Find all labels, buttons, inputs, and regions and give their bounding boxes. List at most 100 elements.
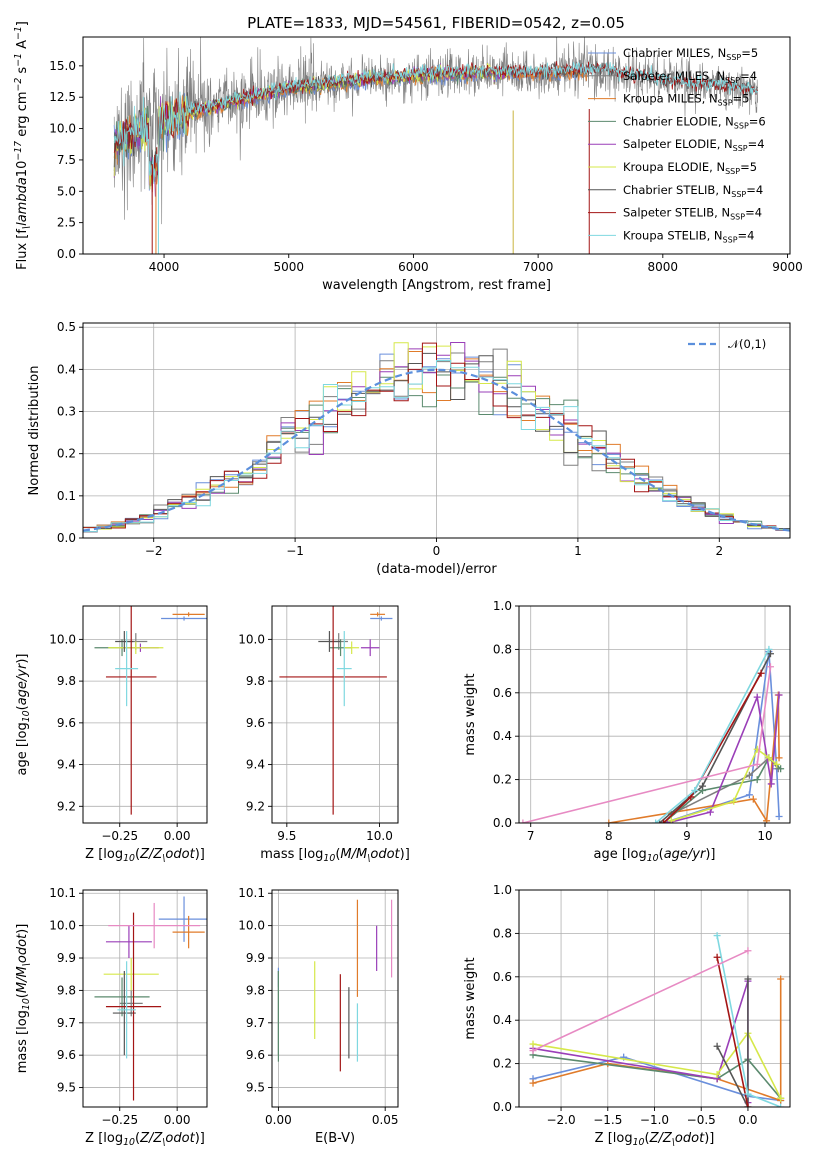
y-tick-label: 0.0 bbox=[493, 1100, 512, 1114]
weight-series-line bbox=[716, 979, 749, 1107]
weight-marker bbox=[753, 693, 761, 701]
x-tick-label: 10 bbox=[757, 829, 772, 843]
legend-label: Salpeter STELIB, NSSP=4 bbox=[623, 206, 762, 222]
weight-marker bbox=[775, 754, 783, 762]
mass-vs-metallicity-panel: −0.25 0.00 9.5 9.6 9.7 9.8 9.9 10.0 10.1 Z [log10… bbox=[15, 886, 208, 1148]
weight-marker bbox=[766, 663, 774, 671]
weight-series-line bbox=[532, 950, 749, 1052]
y-tick-label: 10.1 bbox=[238, 886, 265, 900]
weight-marker bbox=[745, 791, 753, 799]
weight-marker bbox=[713, 1042, 721, 1050]
x-axis-label: Z [log10(Z/Z\odot)] bbox=[85, 847, 205, 864]
y-tick-label: 0.1 bbox=[57, 489, 76, 503]
weight-marker bbox=[605, 819, 613, 823]
weight-marker bbox=[777, 1103, 785, 1107]
weight-marker bbox=[767, 780, 775, 788]
y-tick-label: 10.1 bbox=[49, 886, 76, 900]
weight-marker bbox=[667, 817, 675, 823]
x-tick-label: 9.5 bbox=[277, 829, 296, 843]
y-tick-label: 10.0 bbox=[49, 919, 76, 933]
y-tick-label: 0.0 bbox=[57, 247, 76, 261]
y-tick-label: 0.8 bbox=[493, 926, 512, 940]
x-axis-label: Z [log10(Z/Z\odot)] bbox=[595, 1131, 715, 1148]
weight-marker bbox=[529, 1047, 537, 1055]
y-tick-label: 1.0 bbox=[493, 883, 512, 897]
x-tick-label: −1.0 bbox=[640, 1113, 669, 1127]
axes-frame bbox=[271, 889, 399, 1108]
weight-marker bbox=[652, 819, 660, 823]
x-tick-label: 7000 bbox=[523, 260, 554, 274]
y-tick-label: 2.5 bbox=[57, 216, 76, 230]
weight-marker bbox=[529, 1040, 537, 1048]
y-tick-label: 9.7 bbox=[246, 1016, 265, 1030]
y-axis-label: mass [log10(M/M\odot)] bbox=[15, 924, 32, 1074]
x-tick-label: −0.25 bbox=[101, 1113, 138, 1127]
y-tick-label: 15.0 bbox=[49, 59, 76, 73]
x-tick-label: 1 bbox=[574, 544, 582, 558]
weight-marker bbox=[691, 786, 699, 794]
weight-series-line bbox=[532, 1054, 782, 1099]
y-axis-label: mass weight bbox=[463, 673, 478, 755]
weight-series-line bbox=[532, 1056, 781, 1102]
weight-marker bbox=[699, 782, 707, 790]
spectrum-panel: 4000 5000 6000 7000 8000 9000 0.0 2.5 5.0 7.5 10.0… bbox=[13, 21, 803, 293]
legend-label: Kroupa ELODIE, NSSP=5 bbox=[623, 160, 757, 176]
y-tick-label: 9.4 bbox=[246, 758, 265, 772]
x-axis-label: mass [log10(M/M\odot)] bbox=[260, 847, 410, 864]
x-tick-label: 7 bbox=[527, 829, 535, 843]
legend-label: Kroupa MILES, NSSP=5 bbox=[623, 92, 749, 108]
weight-series-line bbox=[532, 980, 749, 1103]
weight-series-line bbox=[716, 957, 749, 1107]
y-tick-label: 1.0 bbox=[493, 599, 512, 613]
weight-marker bbox=[757, 669, 765, 677]
axes-frame bbox=[518, 605, 791, 824]
y-tick-label: 0.2 bbox=[493, 1057, 512, 1071]
weight-marker bbox=[730, 797, 738, 805]
x-tick-label: 6000 bbox=[398, 260, 429, 274]
legend-label: Salpeter MILES, NSSP=4 bbox=[623, 69, 757, 85]
x-tick-label: 0 bbox=[433, 544, 441, 558]
mass-vs-ebv-panel: 0.00 0.05 9.5 9.6 9.7 9.8 9.9 10.0 10.1 E(B-V) bbox=[238, 886, 398, 1146]
x-tick-label: 9000 bbox=[772, 260, 803, 274]
x-axis-label: (data-model)/error bbox=[376, 562, 497, 577]
weight-marker bbox=[713, 953, 721, 961]
y-axis-label: Normed distribution bbox=[27, 366, 42, 496]
x-tick-label: 0.00 bbox=[265, 1113, 292, 1127]
y-tick-label: 0.3 bbox=[57, 405, 76, 419]
normal-curve bbox=[83, 368, 790, 532]
y-tick-label: 0.0 bbox=[57, 531, 76, 545]
legend-label: Kroupa STELIB, NSSP=4 bbox=[623, 228, 754, 244]
residual-histogram-panel: −2 −1 0 1 2 0.0 0.1 0.2 0.3 0.4 0.5 (data-model)/er… bbox=[27, 320, 791, 577]
weight-marker bbox=[744, 947, 752, 955]
age-vs-metallicity-panel: −0.25 0.00 9.2 9.4 9.6 9.8 10.0 Z [log10(Z/Z\od… bbox=[15, 605, 208, 864]
axes-frame bbox=[271, 605, 399, 824]
legend-label: Chabrier ELODIE, NSSP=6 bbox=[623, 114, 766, 130]
y-tick-label: 9.6 bbox=[57, 1048, 76, 1062]
x-axis-label: Z [log10(Z/Z\odot)] bbox=[85, 1131, 205, 1148]
weight-marker bbox=[744, 1090, 752, 1098]
legend-label: Chabrier STELIB, NSSP=4 bbox=[623, 183, 763, 199]
y-tick-label: 9.9 bbox=[246, 951, 265, 965]
x-tick-label: 0.00 bbox=[164, 1113, 191, 1127]
axes-frame bbox=[518, 889, 791, 1108]
histogram-step bbox=[83, 342, 790, 538]
x-tick-label: −1 bbox=[286, 544, 304, 558]
x-tick-label: −1.5 bbox=[593, 1113, 622, 1127]
x-tick-label: 4000 bbox=[149, 260, 180, 274]
y-tick-label: 0.6 bbox=[493, 686, 512, 700]
weight-marker bbox=[744, 1103, 752, 1107]
x-tick-label: −0.25 bbox=[101, 829, 138, 843]
y-tick-label: 0.5 bbox=[57, 320, 76, 334]
y-tick-label: 9.2 bbox=[246, 799, 265, 813]
y-tick-label: 0.2 bbox=[57, 447, 76, 461]
weight-marker bbox=[777, 765, 785, 773]
weight-marker bbox=[659, 819, 667, 823]
axes-frame bbox=[82, 36, 791, 255]
y-tick-label: 0.0 bbox=[493, 816, 512, 830]
weight-marker bbox=[765, 645, 773, 653]
y-tick-label: 9.6 bbox=[57, 716, 76, 730]
weight-marker bbox=[765, 754, 773, 762]
y-tick-label: 10.0 bbox=[238, 919, 265, 933]
y-tick-label: 7.5 bbox=[57, 153, 76, 167]
y-tick-label: 9.4 bbox=[57, 758, 76, 772]
